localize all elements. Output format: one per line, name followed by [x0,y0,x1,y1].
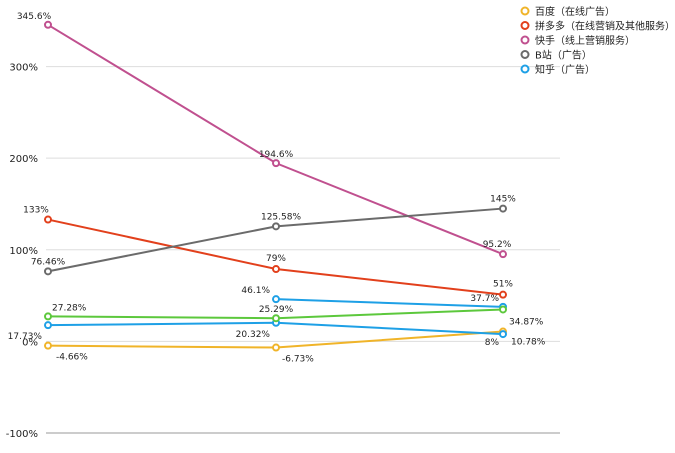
grid-lines [46,66,560,434]
data-label: 125.58% [261,212,301,222]
legend-marker [520,64,530,74]
data-label: 25.29% [259,305,294,315]
y-tick-label: 300% [9,63,38,74]
data-point [44,312,52,321]
data-label: 76.46% [31,257,66,267]
legend-entry: B站（广告） [535,49,592,62]
data-label: -4.66% [56,353,88,363]
data-label: 95.2% [483,240,512,250]
legend-marker [520,21,530,30]
legend-entry: 拼多多（在线营销及其他服务） [535,20,675,33]
legend-entry: 百度（在线广告） [535,5,615,18]
data-point [44,215,52,224]
data-labels: -4.66% -6.73% 10.78% 133% 79% 51% 345.6% 194.6%… [8,12,546,365]
data-point [272,295,280,304]
data-label: 194.6% [259,150,294,160]
data-label: 34.87% [509,317,544,327]
data-point [499,290,507,299]
data-label: 17.73% [8,332,43,342]
data-label: -6.73% [282,355,314,365]
data-point [499,250,507,259]
data-label: 345.6% [17,12,52,22]
legend-marker [520,50,530,59]
data-point [499,204,507,213]
data-label: 133% [23,206,49,216]
y-tick-label: 200% [9,154,38,165]
legend-entry: 知乎（广告） [535,63,595,76]
data-point [272,222,280,231]
data-label: 79% [266,254,286,264]
y-axis: 300% 200% 100% 0% -100% [6,63,38,440]
y-tick-label: -100% [6,429,38,440]
data-label: 145% [490,195,516,205]
legend: 百度（在线广告） 拼多多（在线营销及其他服务）快手（线上营销服务） B站（广告）知乎… [520,5,675,76]
legend-entry: 快手（线上营销服务） [535,34,635,47]
data-point [499,305,507,314]
data-label: 46.1% [241,286,270,296]
data-point [44,20,52,29]
data-point [272,265,280,274]
data-label: 8% [485,338,500,348]
data-point [272,159,280,168]
series-layer [44,20,507,352]
y-tick-label: 0% [22,337,38,348]
data-point [44,341,52,350]
data-point [44,267,52,276]
data-point [272,314,280,323]
data-label: 51% [493,280,513,290]
data-label: 37.7% [470,294,499,304]
data-label: 20.32% [236,330,271,340]
data-point [272,343,280,352]
data-label: 10.78% [511,338,546,348]
data-label: 27.28% [52,303,87,313]
data-point [44,321,52,330]
y-tick-label: 100% [9,246,38,257]
series-line-5 [275,298,504,308]
legend-marker [520,35,530,45]
data-point [499,330,507,339]
legend-marker [520,6,530,16]
